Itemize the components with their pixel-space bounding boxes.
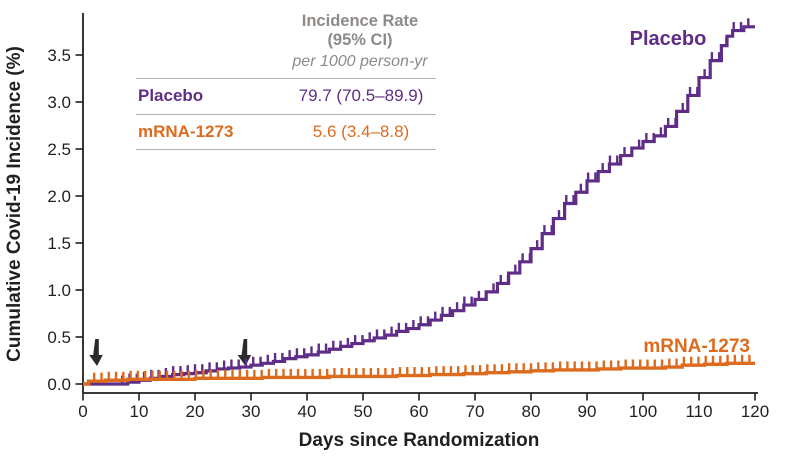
table-row: mRNA-1273 5.6 (3.4–8.8) [136, 113, 436, 150]
y-tick-label: 1.0 [47, 281, 71, 300]
x-tick-label: 80 [522, 402, 541, 421]
x-tick-label: 20 [186, 402, 205, 421]
x-tick-label: 10 [130, 402, 149, 421]
y-tick-label: 3.0 [47, 93, 71, 112]
x-tick-label: 100 [629, 402, 657, 421]
mrna-curve-label: mRNA-1273 [643, 336, 750, 357]
x-tick-label: 50 [354, 402, 373, 421]
y-tick-label: 1.5 [47, 234, 71, 253]
table-row: Placebo 79.7 (70.5–89.9) [136, 78, 436, 114]
table-bottom-rule [136, 149, 436, 151]
y-tick-label: 2.0 [47, 187, 71, 206]
x-tick-label: 0 [78, 402, 87, 421]
row-label-mrna: mRNA-1273 [138, 121, 234, 141]
incidence-rate-table: Incidence Rate (95% CI) per 1000 person-… [136, 12, 436, 151]
x-tick-label: 90 [578, 402, 597, 421]
y-tick-label: 0.5 [47, 328, 71, 347]
table-header: Incidence Rate (95% CI) per 1000 person-… [136, 12, 436, 78]
y-axis-title: Cumulative Covid-19 Incidence (%) [4, 46, 25, 362]
vaccination-arrow [89, 339, 103, 366]
table-units: per 1000 person-yr [292, 52, 428, 70]
x-axis-title: Days since Randomization [299, 430, 540, 451]
x-tick-label: 120 [741, 402, 769, 421]
table-header-line2: (95% CI) [327, 30, 393, 49]
x-tick-label: 70 [466, 402, 485, 421]
y-tick-label: 2.5 [47, 140, 71, 159]
table-header-line1: Incidence Rate [301, 12, 419, 30]
row-value-placebo: 79.7 (70.5–89.9) [298, 86, 424, 106]
y-tick-label: 3.5 [47, 46, 71, 65]
x-tick-label: 30 [242, 402, 261, 421]
vaccination-arrow [237, 339, 252, 366]
row-value-mrna: 5.6 (3.4–8.8) [312, 121, 410, 141]
x-tick-label: 40 [298, 402, 317, 421]
row-label-placebo: Placebo [138, 86, 204, 106]
x-tick-label: 110 [685, 402, 712, 421]
y-tick-label: 0.0 [47, 375, 71, 394]
x-tick-label: 60 [410, 402, 429, 421]
mrna-curve [83, 361, 755, 386]
placebo-curve-label: Placebo [630, 28, 707, 50]
